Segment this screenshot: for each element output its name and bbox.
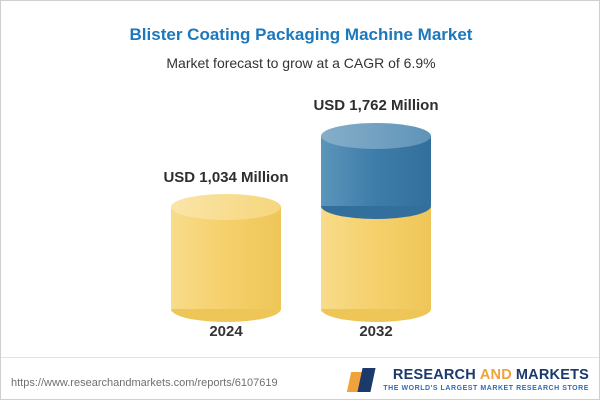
bar-2032-yellow-segment [321,206,431,309]
logo-wordmark: RESEARCH AND MARKETS [383,367,589,383]
logo-tagline: THE WORLD'S LARGEST MARKET RESEARCH STOR… [383,385,589,392]
category-label-2024: 2024 [209,323,243,340]
logo-word-research: RESEARCH [392,367,476,383]
bar-2032-top-ellipse [321,123,431,149]
chart-subtitle: Market forecast to grow at a CAGR of 6.9… [166,55,436,71]
chart-title: Blister Coating Packaging Machine Market [129,25,473,44]
report-url: https://www.researchandmarkets.com/repor… [11,377,278,389]
bar-2024-body [171,207,281,309]
bar-2024-top-ellipse [171,194,281,220]
logo-word-markets: MARKETS [515,367,589,383]
category-label-2032: 2032 [359,323,393,340]
footer: https://www.researchandmarkets.com/repor… [1,357,599,399]
value-label-2024: USD 1,034 Million [163,169,289,186]
value-label-2032: USD 1,762 Million [313,97,439,114]
logo-text-block: RESEARCH AND MARKETS THE WORLD'S LARGEST M… [383,367,589,392]
research-and-markets-logo: RESEARCH AND MARKETS THE WORLD'S LARGEST M… [347,367,589,392]
logo-word-and: AND [479,367,512,383]
logo-mark-icon [347,367,376,392]
